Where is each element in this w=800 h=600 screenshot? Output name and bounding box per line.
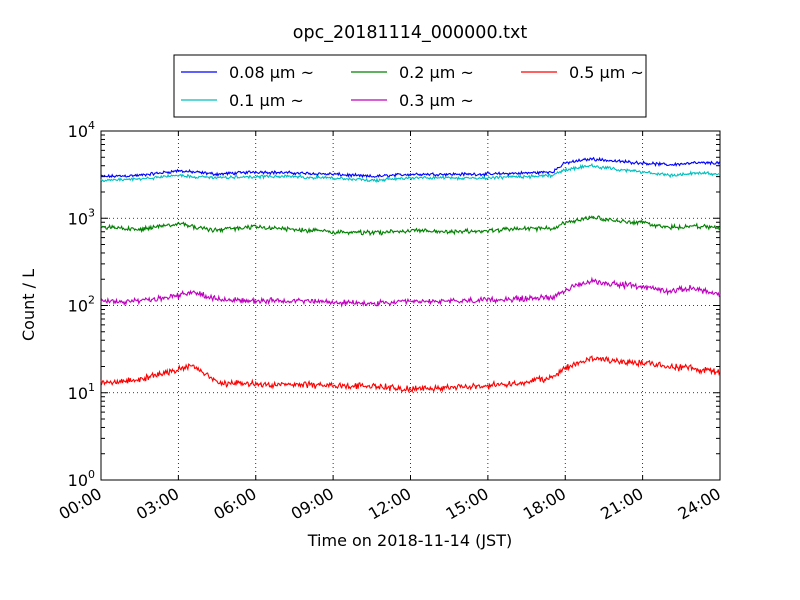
x-tick-label: 18:00 — [520, 484, 569, 524]
x-tick-label: 12:00 — [365, 484, 414, 524]
legend-label: 0.08 μm ~ — [229, 63, 314, 82]
y-tick-label: 101 — [68, 381, 95, 403]
series-lines — [100, 156, 721, 393]
x-tick-labels: 00:00 03:00 06:00 09:00 12:00 15:00 18:00 21:00… — [56, 484, 724, 524]
legend: 0.08 μm ~ 0.1 μm ~ 0.2 μm ~ 0.3 μm ~ 0.5 μm … — [173, 54, 647, 118]
legend-label: 0.2 μm ~ — [399, 63, 474, 82]
series-line — [100, 162, 721, 183]
y-axis-label: Count / L — [19, 269, 38, 341]
series-line — [100, 215, 721, 237]
y-tick-label: 104 — [68, 119, 95, 141]
grid-lines — [101, 131, 720, 480]
x-tick-label: 21:00 — [597, 484, 646, 524]
y-tick-label: 103 — [68, 206, 95, 228]
x-tick-label: 15:00 — [442, 484, 491, 524]
chart-title: opc_20181114_000000.txt — [293, 23, 528, 43]
x-tick-label: 06:00 — [210, 484, 259, 524]
x-axis-label: Time on 2018-11-14 (JST) — [307, 531, 512, 550]
y-tick-label: 102 — [68, 294, 95, 316]
legend-box — [173, 54, 647, 118]
legend-label: 0.1 μm ~ — [229, 91, 304, 110]
series-line — [100, 156, 721, 179]
axis-ticks — [100, 130, 721, 481]
x-tick-label: 24:00 — [675, 484, 724, 524]
x-tick-label: 03:00 — [133, 484, 182, 524]
series-line — [100, 276, 721, 308]
legend-label: 0.3 μm ~ — [399, 91, 474, 110]
legend-label: 0.5 μm ~ — [569, 63, 644, 82]
series-line — [100, 355, 721, 393]
x-tick-label: 09:00 — [288, 484, 337, 524]
